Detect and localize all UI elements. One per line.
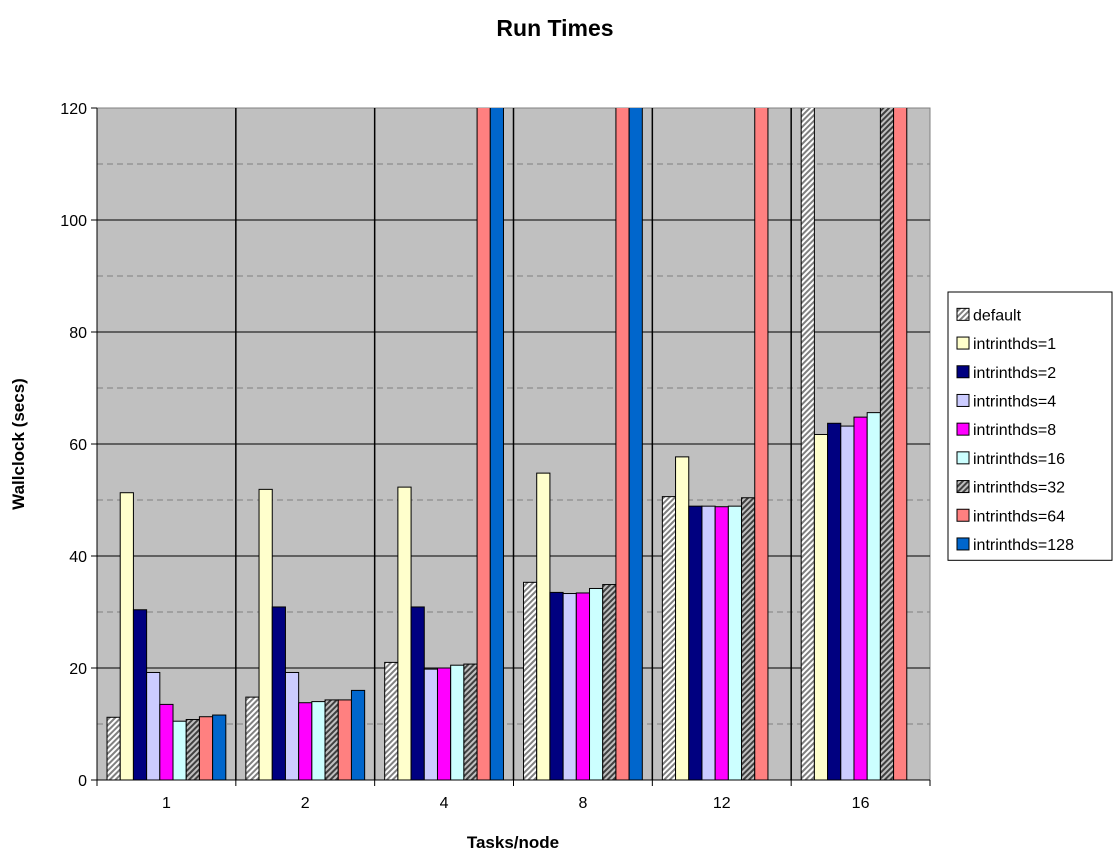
y-axis-label: Wallclock (secs) — [9, 378, 28, 510]
legend: default intrinthds=1 intrinthds=2 intrinthd… — [947, 291, 1113, 561]
bar — [813, 433, 829, 780]
bar — [106, 716, 121, 780]
chart-title: Run Times — [496, 15, 613, 41]
legend-box — [947, 291, 1113, 561]
bar — [727, 505, 743, 780]
legend-label: intrinthds=8 — [973, 422, 1056, 439]
x-tick-label: 16 — [852, 795, 870, 812]
y-tick-label: 100 — [60, 213, 87, 230]
bar — [675, 456, 690, 780]
bar — [212, 714, 227, 780]
legend-label: intrinthds=64 — [973, 508, 1065, 525]
bar — [562, 593, 577, 780]
bar — [754, 108, 769, 780]
x-tick-label: 12 — [713, 795, 731, 812]
bar — [198, 716, 214, 780]
bars — [106, 108, 908, 780]
bar — [523, 581, 538, 780]
bar — [714, 506, 729, 780]
legend-swatch — [956, 508, 970, 522]
bar — [284, 671, 300, 780]
bar — [324, 699, 339, 780]
y-tick-label: 0 — [78, 773, 87, 790]
bar — [575, 592, 591, 780]
legend-label: default — [973, 307, 1022, 324]
bar — [463, 663, 478, 780]
x-tick-label: 8 — [578, 795, 587, 812]
bar — [615, 108, 630, 780]
bar — [410, 606, 425, 780]
bar — [271, 606, 286, 780]
bar — [489, 108, 504, 780]
bar — [853, 416, 868, 780]
legend-swatch — [956, 480, 970, 494]
bar — [661, 496, 677, 780]
bar — [350, 689, 366, 780]
x-tick-label: 2 — [301, 795, 310, 812]
bar — [185, 719, 200, 780]
x-tick-label: 1 — [162, 795, 171, 812]
legend-swatch — [956, 307, 970, 321]
bar — [146, 671, 161, 780]
bar — [701, 505, 716, 780]
legend-swatch — [956, 336, 970, 350]
legend-swatch — [956, 422, 970, 436]
bar — [602, 584, 617, 780]
x-axis-label: Tasks/node — [467, 833, 559, 852]
bar — [245, 696, 260, 780]
bar — [436, 667, 452, 780]
legend-label: intrinthds=128 — [973, 537, 1074, 554]
bar — [132, 609, 148, 780]
legend-swatch — [956, 393, 970, 407]
bar — [172, 720, 187, 780]
y-tick-label: 60 — [69, 437, 87, 454]
x-tick-label: 4 — [440, 795, 449, 812]
bar — [628, 108, 643, 780]
legend-label: intrinthds=4 — [973, 393, 1056, 410]
bar — [384, 661, 399, 780]
bar — [879, 108, 895, 780]
legend-label: intrinthds=1 — [973, 336, 1056, 353]
bar — [589, 587, 604, 780]
bar — [311, 701, 326, 780]
legend-label: intrinthds=16 — [973, 451, 1065, 468]
bar — [337, 699, 352, 780]
bar — [397, 486, 412, 780]
bar — [688, 505, 703, 780]
bar — [159, 703, 174, 780]
legend-swatch — [956, 365, 970, 379]
bar — [741, 497, 756, 780]
bar — [423, 668, 438, 780]
y-tick-label: 20 — [69, 661, 87, 678]
bar — [536, 472, 551, 780]
bar — [258, 488, 273, 780]
y-tick-label: 40 — [69, 549, 87, 566]
bar — [840, 425, 855, 780]
y-tick-label: 80 — [69, 325, 87, 342]
bar — [827, 422, 842, 780]
y-tick-label: 120 — [60, 101, 87, 118]
bar — [298, 702, 313, 780]
bar — [119, 492, 134, 780]
legend-label: intrinthds=32 — [973, 480, 1065, 497]
legend-swatch — [956, 451, 970, 465]
bar — [450, 664, 465, 780]
bar — [800, 108, 815, 780]
legend-label: intrinthds=2 — [973, 365, 1056, 382]
bar — [893, 108, 908, 780]
bar — [549, 591, 564, 780]
bar — [476, 108, 491, 780]
legend-swatch — [956, 537, 970, 551]
category-separators — [235, 108, 792, 780]
bar — [866, 412, 881, 780]
